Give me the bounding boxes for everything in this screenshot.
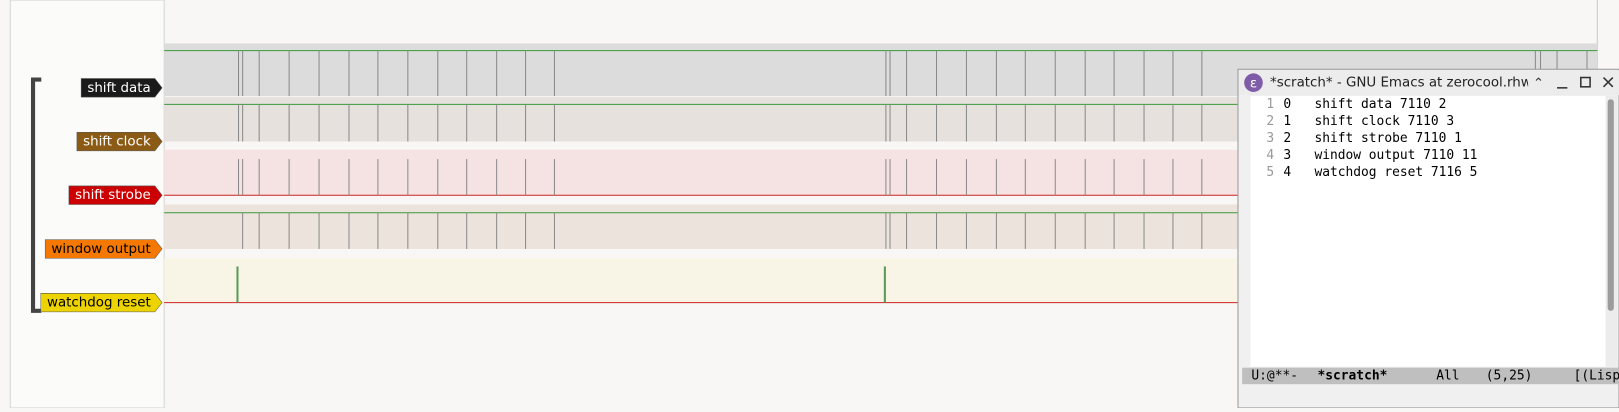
channel-tag: watchdog reset [40, 293, 163, 313]
maximize-button[interactable] [1580, 76, 1591, 88]
channel-tag: shift data [80, 78, 163, 98]
buffer-line: 4 watchdog reset 7116 5 [1283, 165, 1477, 180]
channel-label: window output [51, 242, 150, 257]
buffer-line: 2 shift strobe 7110 1 [1283, 131, 1462, 146]
buffer-line: 3 window output 7110 11 [1283, 148, 1477, 163]
line-number: 3 [1266, 131, 1274, 146]
line-number: 4 [1266, 148, 1274, 163]
channel-tag-shape [80, 78, 163, 98]
shade-button[interactable]: ⌃ [1533, 77, 1544, 92]
mode-line-buffer: *scratch* [1318, 368, 1388, 383]
channel-tag-shape [76, 131, 163, 152]
emacs-icon [1244, 73, 1263, 92]
mode-line-cursor: (5,25) [1486, 368, 1533, 383]
mode-line-status: U:@**- [1251, 368, 1298, 383]
buffer-line: 0 shift data 7110 2 [1283, 97, 1446, 112]
channel-label: shift strobe [75, 188, 151, 203]
scrollbar-thumb[interactable] [1607, 99, 1614, 311]
channel-label: shift clock [83, 135, 151, 150]
channel-tag: shift clock [76, 131, 163, 152]
line-number: 5 [1266, 165, 1274, 180]
mode-line-position: All [1436, 368, 1459, 383]
group-bracket [30, 77, 42, 313]
channel-tag-shape [44, 239, 163, 259]
line-number: 2 [1266, 114, 1274, 129]
window-title: *scratch* - GNU Emacs at zerocool.rhwyd.… [1270, 76, 1560, 91]
channel-tag-shape [68, 185, 163, 205]
emacs-icon-glyph: ε [1250, 77, 1257, 92]
close-button[interactable] [1602, 76, 1614, 88]
channel-tag: shift strobe [68, 185, 163, 205]
channel-label: watchdog reset [47, 296, 151, 311]
channel-label: shift data [87, 81, 150, 96]
channel-tag-shape [40, 293, 163, 313]
channel-tag: window output [44, 239, 163, 259]
title-bar [1239, 70, 1619, 96]
text-area [1250, 96, 1606, 367]
buffer-line: 1 shift clock 7110 3 [1283, 114, 1454, 129]
emacs-window: ε *scratch* - GNU Emacs at zerocool.rhwy… [1237, 68, 1619, 409]
channel-labels: shift data shift clock shift strobe window … [40, 78, 163, 313]
mode-line-mode: [(Lisp [1574, 368, 1619, 383]
buffer: 1 0 shift data 7110 2 2 1 shift clock 7110 … [1251, 97, 1619, 384]
mode-line [1242, 367, 1619, 385]
line-number: 1 [1266, 97, 1274, 112]
